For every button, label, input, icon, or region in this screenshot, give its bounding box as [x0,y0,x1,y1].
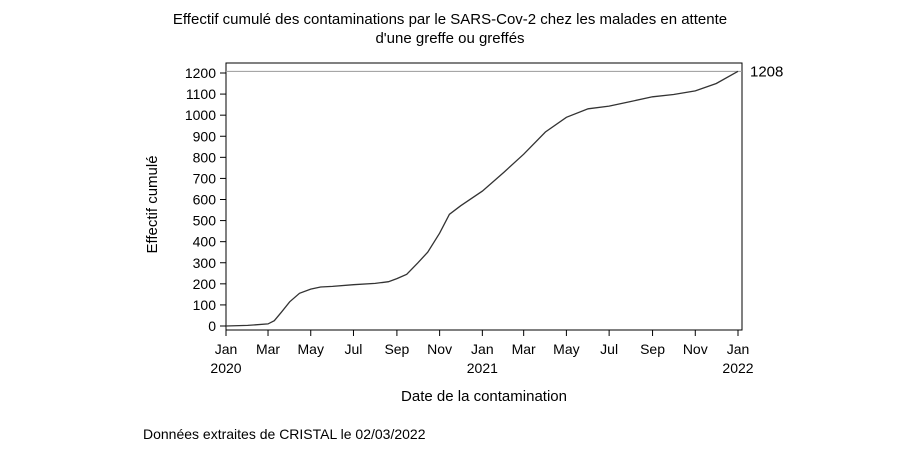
x-tick-label: Sep [384,341,409,357]
x-tick-label: May [553,341,579,357]
series-line-cumulative [225,70,739,327]
x-tick-label: Jan [215,341,238,357]
x-tick-year-label: 2021 [467,360,498,376]
y-tick-label: 1100 [186,86,216,102]
x-axis-label: Date de la contamination [401,388,567,405]
y-tick-label: 700 [193,170,217,186]
y-tick-label: 400 [193,234,217,250]
x-tick-label: Nov [427,341,452,357]
y-axis: 0 100 200 300 400 500 600 700 800 900 1000 1100 1200 [185,65,226,334]
x-tick-label: May [298,341,324,357]
plot-frame [225,62,743,331]
x-tick-label: Sep [640,341,665,357]
y-axis-label: Effectif cumulé [144,155,161,253]
reference-line-label: 1208 [750,63,783,80]
x-tick-label: Jan [471,341,494,357]
y-tick-label: 300 [193,255,217,271]
data-source-note: Données extraites de CRISTAL le 02/03/20… [143,426,426,442]
x-tick-year-label: 2020 [210,360,241,376]
y-tick-label: 100 [193,297,217,313]
x-tick-label: Mar [256,341,280,357]
y-tick-label: 1200 [185,65,216,81]
chart-title-line-1: Effectif cumulé des contaminations par l… [172,11,728,28]
y-tick-label: 500 [193,213,217,229]
y-tick-label: 600 [193,192,217,208]
y-tick-label: 200 [193,276,217,292]
y-tick-label: 900 [193,128,217,144]
y-tick-label: 800 [193,149,217,165]
x-tick-label: Jul [600,341,618,357]
x-tick-label: Jul [345,341,363,357]
y-tick-label: 1000 [185,107,216,123]
x-axis: Jan 2020 Mar May Jul Sep Nov Jan 2021 Mar May Jul Se… [210,330,754,376]
x-tick-year-label: 2022 [722,360,753,376]
chart-title-line-2: d'une greffe ou greffés [375,30,525,47]
x-tick-label: Nov [683,341,708,357]
x-tick-label: Mar [512,341,536,357]
x-tick-label: Jan [727,341,750,357]
y-tick-label: 0 [208,318,216,334]
